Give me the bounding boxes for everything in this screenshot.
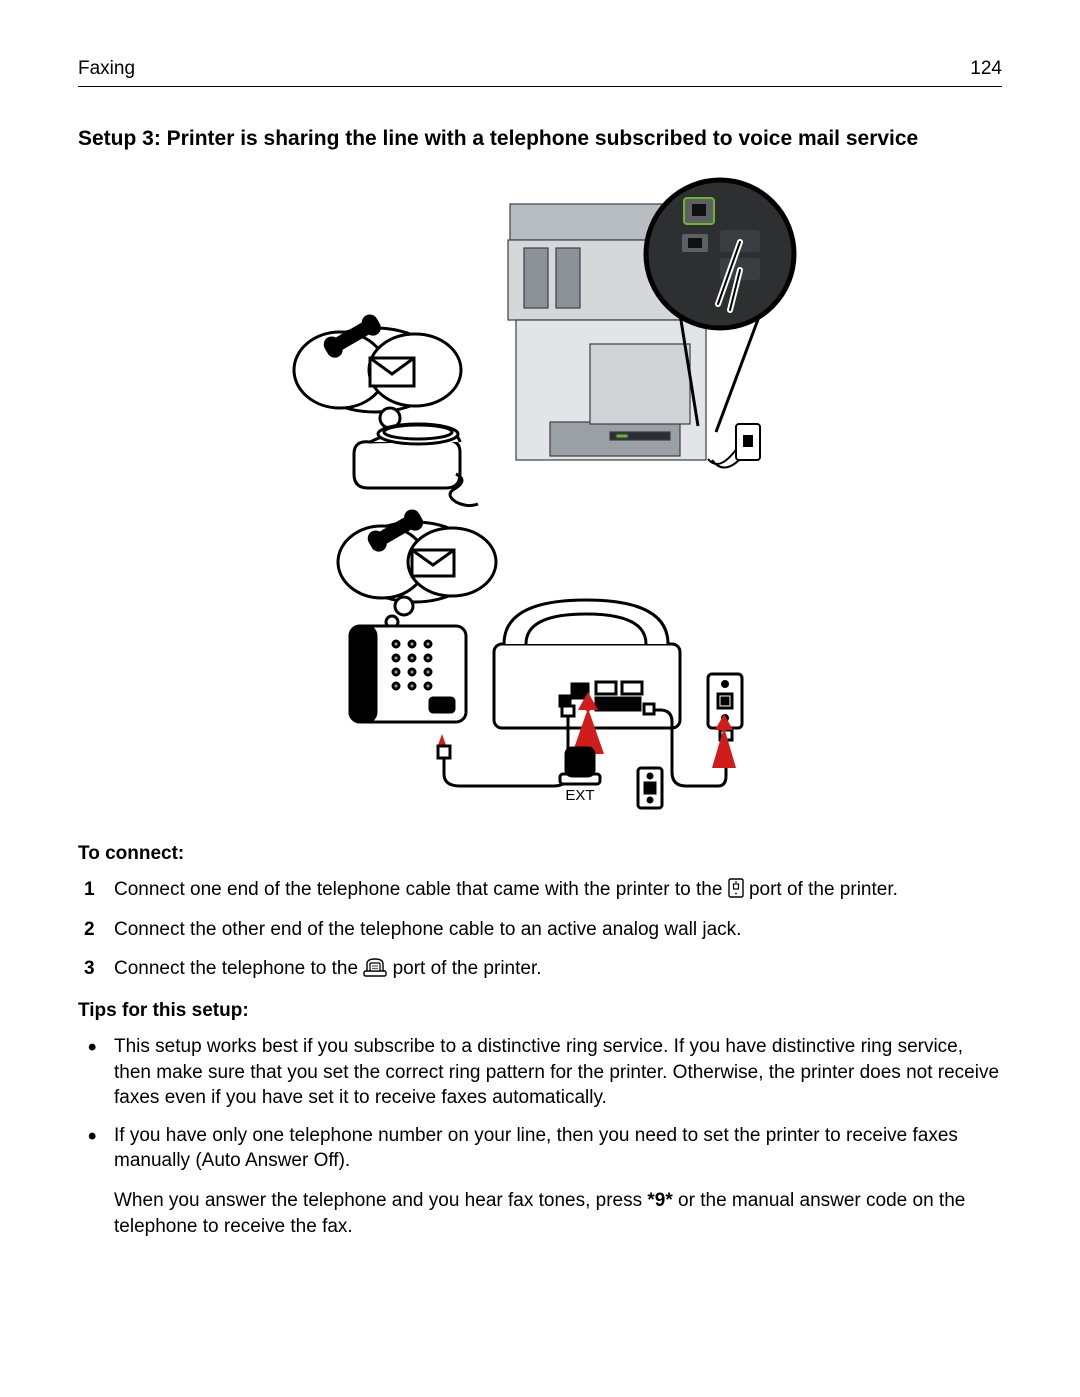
step-3-text-a: Connect the telephone to the [114, 958, 363, 979]
step-2: Connect the other end of the telephone c… [78, 917, 1002, 943]
connect-heading: To connect: [78, 843, 1002, 865]
step-1-text-a: Connect one end of the telephone cable t… [114, 879, 728, 900]
step-3: Connect the telephone to the port of the… [78, 956, 1002, 982]
section-heading: Setup 3: Printer is sharing the line wit… [78, 127, 1002, 151]
tips-heading: Tips for this setup: [78, 1000, 1002, 1022]
tip-2-text: If you have only one telephone number on… [114, 1125, 958, 1172]
connect-steps: Connect one end of the telephone cable t… [78, 877, 1002, 982]
step-3-text-b: port of the printer. [393, 958, 542, 979]
tip-1: This setup works best if you subscribe t… [78, 1034, 1002, 1111]
step-1: Connect one end of the telephone cable t… [78, 877, 1002, 903]
tip-2: If you have only one telephone number on… [78, 1123, 1002, 1240]
header-section: Faxing [78, 58, 135, 80]
step-1-text-b: port of the printer. [749, 879, 898, 900]
line-label: LINE [633, 811, 666, 814]
tip-2-code: *9* [647, 1190, 672, 1211]
tips-list: This setup works best if you subscribe t… [78, 1034, 1002, 1239]
tip-2-follow-a: When you answer the telephone and you he… [114, 1190, 647, 1211]
tip-2-follow: When you answer the telephone and you he… [114, 1188, 1002, 1239]
header-page-number: 124 [970, 58, 1002, 80]
line-port-icon [728, 878, 744, 898]
ext-label: EXT [565, 787, 594, 804]
page-header: Faxing 124 [78, 58, 1002, 87]
ext-port-icon [363, 957, 387, 977]
setup-diagram: EXT LINE [78, 169, 1002, 819]
